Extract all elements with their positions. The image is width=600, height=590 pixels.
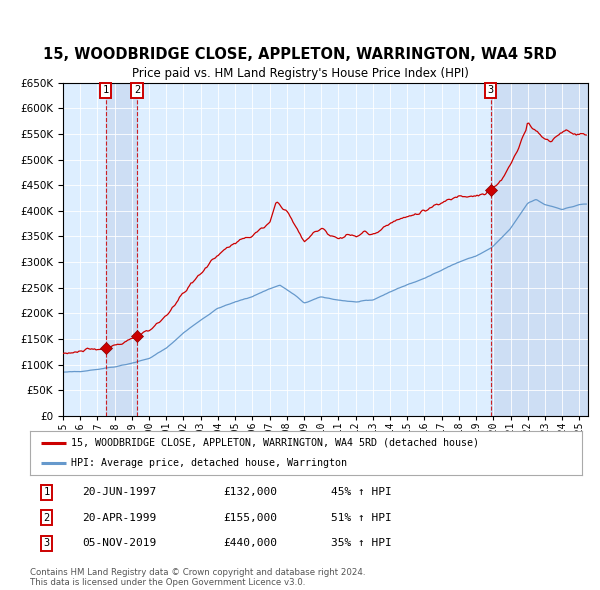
Text: 05-NOV-2019: 05-NOV-2019	[82, 538, 157, 548]
Text: 1: 1	[43, 487, 50, 497]
Text: 20-APR-1999: 20-APR-1999	[82, 513, 157, 523]
Text: £132,000: £132,000	[223, 487, 277, 497]
Text: 35% ↑ HPI: 35% ↑ HPI	[331, 538, 392, 548]
Text: 1: 1	[103, 86, 109, 96]
Text: £155,000: £155,000	[223, 513, 277, 523]
Bar	[106, 83, 137, 416]
Text: 3: 3	[487, 86, 494, 96]
Text: 3: 3	[43, 538, 50, 548]
Text: 15, WOODBRIDGE CLOSE, APPLETON, WARRINGTON, WA4 5RD: 15, WOODBRIDGE CLOSE, APPLETON, WARRINGT…	[43, 47, 557, 62]
Text: 2: 2	[43, 513, 50, 523]
Text: 15, WOODBRIDGE CLOSE, APPLETON, WARRINGTON, WA4 5RD (detached house): 15, WOODBRIDGE CLOSE, APPLETON, WARRINGT…	[71, 438, 479, 448]
Text: HPI: Average price, detached house, Warrington: HPI: Average price, detached house, Warr…	[71, 458, 347, 468]
Text: 45% ↑ HPI: 45% ↑ HPI	[331, 487, 392, 497]
Text: Contains HM Land Registry data © Crown copyright and database right 2024.
This d: Contains HM Land Registry data © Crown c…	[30, 568, 365, 587]
Bar	[491, 83, 588, 416]
Text: £440,000: £440,000	[223, 538, 277, 548]
Text: 51% ↑ HPI: 51% ↑ HPI	[331, 513, 392, 523]
Text: Price paid vs. HM Land Registry's House Price Index (HPI): Price paid vs. HM Land Registry's House …	[131, 67, 469, 80]
Text: 2: 2	[134, 86, 140, 96]
Text: 20-JUN-1997: 20-JUN-1997	[82, 487, 157, 497]
